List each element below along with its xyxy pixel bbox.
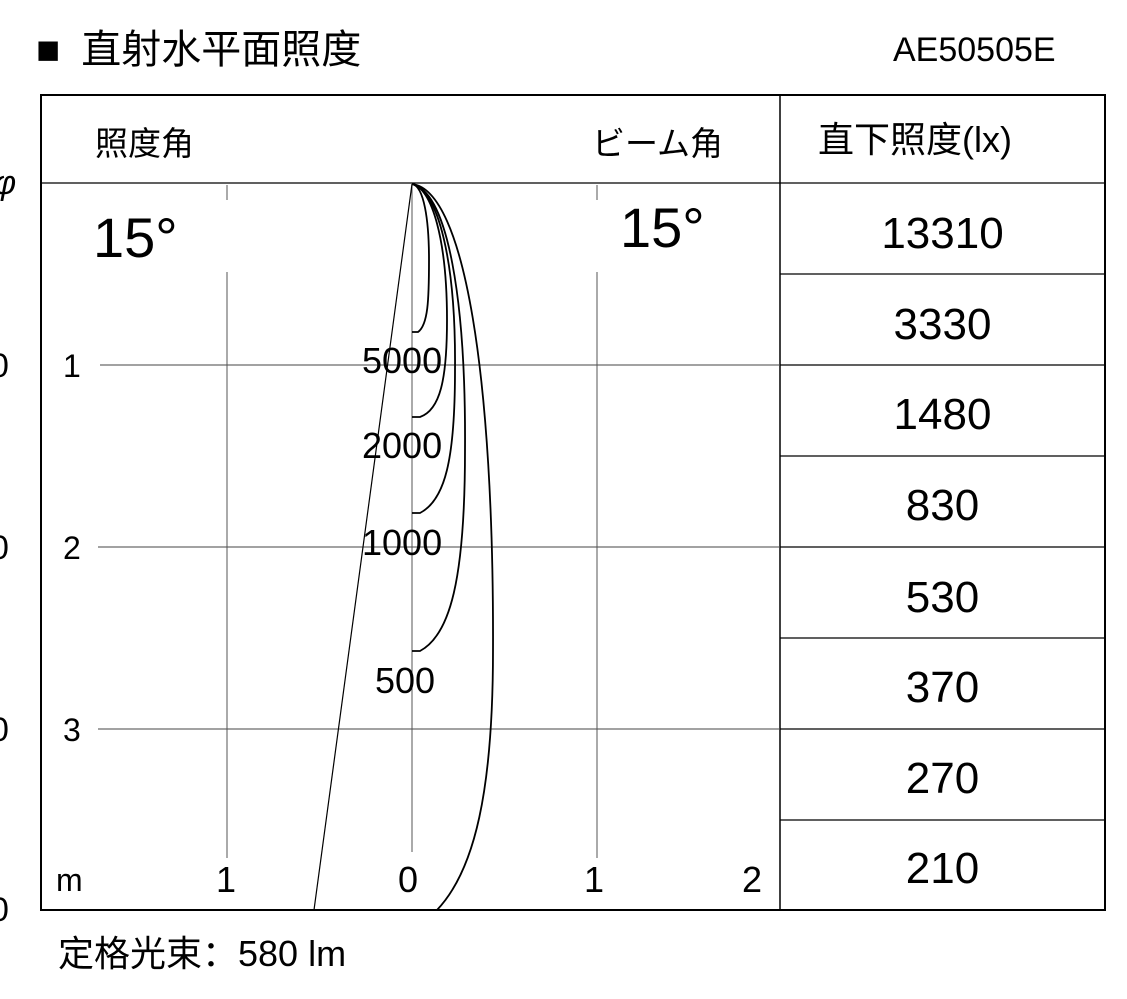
direct-illuminance-header: 直下照度(lx) xyxy=(818,119,1012,160)
beam-angle-label: ビーム角 xyxy=(592,125,724,162)
unit-label: m xyxy=(56,862,83,898)
title-text: 直射水平面照度 xyxy=(81,28,362,72)
horizontal-label: 1 xyxy=(584,859,605,900)
grid-vertical xyxy=(226,183,598,858)
direct-illuminance-value: 3330 xyxy=(893,300,992,349)
distance-label: 2 xyxy=(63,530,81,566)
contour-500 xyxy=(411,183,466,652)
horizontal-label: 2 xyxy=(742,859,763,900)
contour-outer xyxy=(411,183,494,911)
contour-label-1000: 1000 xyxy=(362,522,443,563)
rated-flux-label: 定格光束： xyxy=(58,933,239,974)
illuminance-angle-value: 15° xyxy=(93,206,178,269)
rated-luminous-flux: 定格光束：580 lm xyxy=(58,936,346,972)
direct-illuminance-value: 1480 xyxy=(893,390,992,439)
cut-symbol: φ xyxy=(0,166,16,200)
grid-horizontal xyxy=(98,364,780,730)
beam-angle-value: 15° xyxy=(620,196,705,259)
beam-angle-line xyxy=(313,183,413,911)
contour-5000 xyxy=(411,183,430,333)
horizontal-label: 0 xyxy=(398,859,419,900)
direct-illuminance-value: 370 xyxy=(905,663,980,712)
model-number: AE50505E xyxy=(893,31,1056,69)
direct-illuminance-value: 13310 xyxy=(881,209,1004,258)
horizontal-label: 1 xyxy=(216,859,237,900)
direct-illuminance-value: 830 xyxy=(905,481,980,530)
cut-value: 0 xyxy=(0,531,9,565)
distance-label: 3 xyxy=(63,712,81,748)
contour-label-5000: 5000 xyxy=(362,340,443,381)
distance-label: 1 xyxy=(63,348,81,384)
contour-label-500: 500 xyxy=(375,660,436,701)
cut-value: 0 xyxy=(0,893,9,927)
title-marker: ■ xyxy=(36,28,61,72)
contour-2000 xyxy=(411,183,448,418)
illuminance-angle-label: 照度角 xyxy=(95,125,194,162)
frame xyxy=(40,94,1106,911)
contour-1000 xyxy=(411,183,456,514)
direct-illuminance-value: 270 xyxy=(905,754,980,803)
rated-flux-value: 580 lm xyxy=(238,933,347,974)
cut-value: 0 xyxy=(0,713,9,747)
direct-illuminance-value: 530 xyxy=(905,573,980,622)
contour-label-2000: 2000 xyxy=(362,425,443,466)
direct-illuminance-value: 210 xyxy=(905,844,980,893)
table-row-lines xyxy=(780,273,1105,821)
chart-title: ■ 直射水平面照度 xyxy=(36,30,361,70)
cut-value: 0 xyxy=(0,349,9,383)
